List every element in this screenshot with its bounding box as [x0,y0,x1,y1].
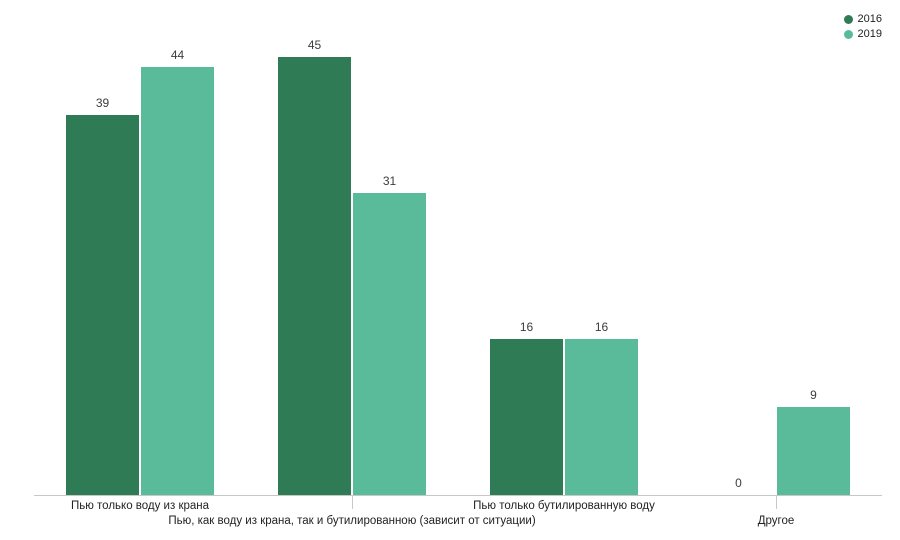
legend-label: 2016 [857,13,882,25]
category-group: 45 31 [246,39,458,495]
bar-value-label: 16 [519,320,534,334]
bar-2019[interactable] [565,339,638,495]
bar-value-label: 45 [307,38,322,52]
axis-tick [352,496,353,509]
axis-tick [776,496,777,509]
x-axis-label: Другое [757,515,795,527]
bar-2016[interactable] [66,115,139,495]
bar-2019[interactable] [353,193,426,495]
bar-2016[interactable] [490,339,563,495]
bar-column: 44 [141,49,214,495]
bar-column: 45 [278,39,351,495]
bar-column: 0 [702,477,775,495]
legend-label: 2019 [857,28,882,40]
x-axis-label: Пью только воду из крана [70,500,210,512]
bar-value-label: 0 [735,476,742,490]
bar-value-label: 44 [170,48,185,62]
bar-column: 16 [565,321,638,495]
legend-item-2019: 2019 [843,28,882,41]
bar-column: 31 [353,175,426,495]
bar-value-label: 31 [382,174,397,188]
bar-column: 9 [777,389,850,495]
x-axis-label: Пью только бутилированную воду [473,500,655,512]
x-axis-label: Пью, как воду из крана, так и бутилирова… [168,515,536,527]
bar-2019[interactable] [777,407,850,495]
bar-value-label: 16 [594,320,609,334]
plot-area: 39 44 45 31 16 16 0 9 [34,39,882,496]
legend-dot [843,30,853,39]
bar-value-label: 9 [810,388,817,402]
legend-dot [843,15,853,24]
legend-item-2016: 2016 [843,13,882,26]
category-group: 16 16 [458,57,670,495]
bar-2016[interactable] [278,57,351,495]
bar-column: 39 [66,97,139,495]
chart-legend: 2016 2019 [843,13,882,41]
bar-value-label: 39 [95,96,110,110]
x-axis-labels: Пью только воду из крана Пью, как воду из… [34,496,882,536]
bar-2019[interactable] [141,67,214,495]
category-group: 39 44 [34,49,246,495]
bar-column: 16 [490,321,563,495]
